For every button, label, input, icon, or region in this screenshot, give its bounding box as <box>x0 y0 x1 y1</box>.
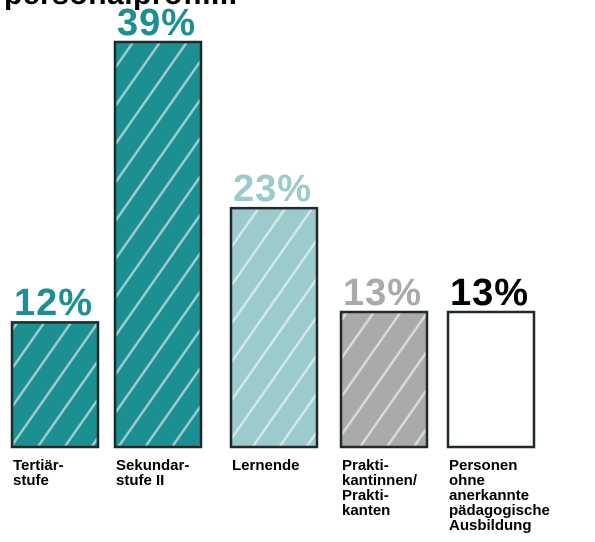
value-label-4: 13% <box>343 272 423 314</box>
chart-title: personalprofil... <box>4 0 238 12</box>
value-label-1: 12% <box>14 282 94 325</box>
category-label-4: Prakti- kantinnen/ Prakti- kanten <box>342 457 418 519</box>
bar-hatch-1 <box>13 323 97 446</box>
bar-hatch-5 <box>449 313 533 446</box>
bar-hatch-4 <box>342 313 426 446</box>
bar-hatch-2 <box>116 43 200 446</box>
category-label-3: Lernende <box>232 457 300 474</box>
value-label-2: 39% <box>117 2 197 44</box>
category-label-1: Tertiär- stufe <box>13 457 64 489</box>
value-label-3: 23% <box>233 168 313 211</box>
bar-hatch-3 <box>232 209 316 446</box>
category-label-2: Sekundar- stufe II <box>116 457 190 489</box>
value-label-5: 13% <box>450 272 530 314</box>
category-label-5: Personen ohne anerkannte pädagogische Au… <box>449 457 550 534</box>
